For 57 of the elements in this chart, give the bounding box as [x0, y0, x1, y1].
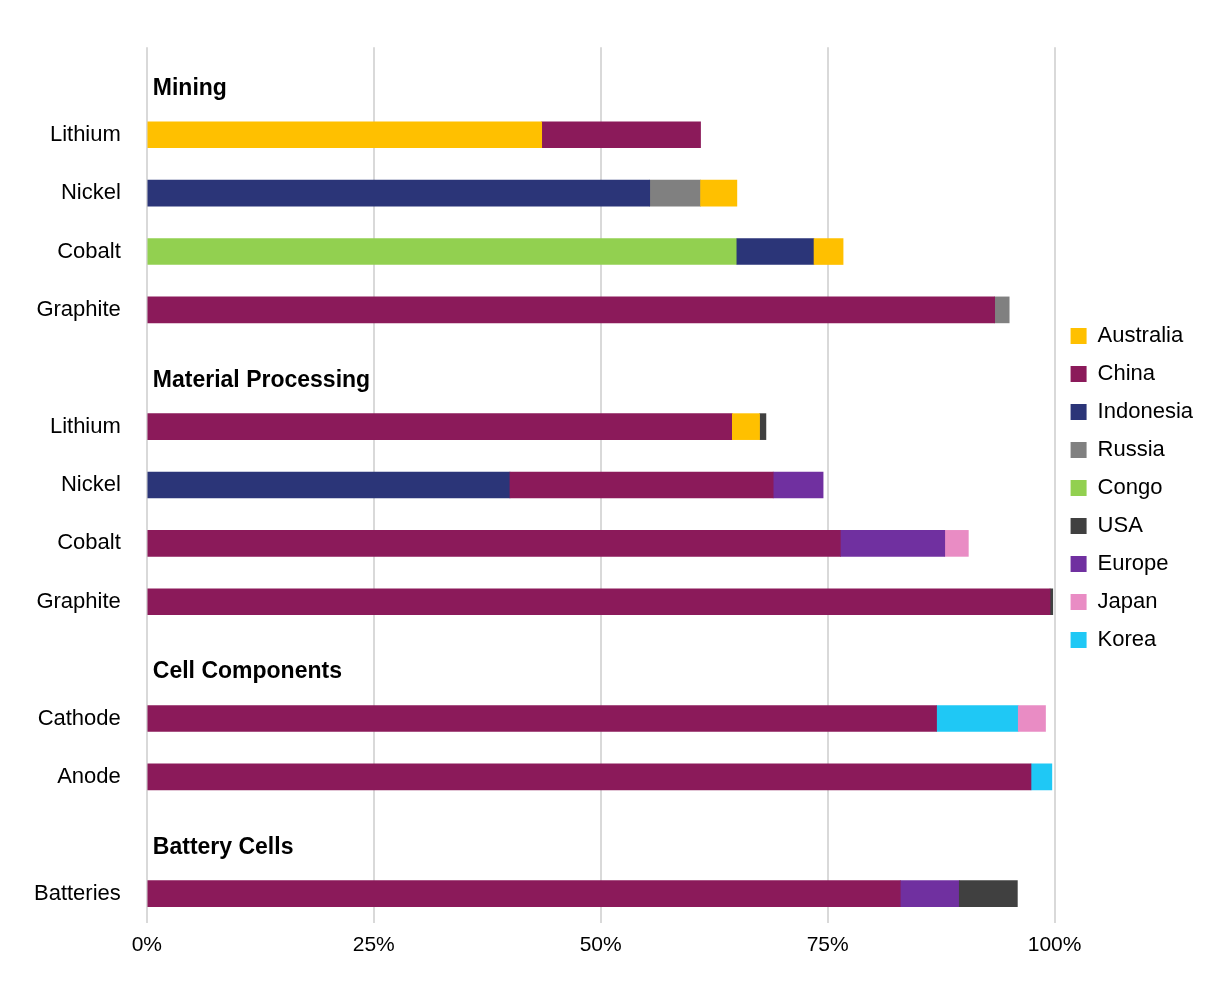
annotation: Mining [152, 73, 227, 100]
bar [936, 705, 1019, 732]
y-tick-label: Lithium [49, 412, 121, 438]
y-tick-label: Cobalt [57, 529, 121, 555]
bar [813, 238, 844, 265]
legend-label: Europe [1097, 550, 1169, 576]
bar [772, 471, 824, 499]
bar [147, 471, 511, 499]
bar [147, 296, 996, 324]
legend-label: Congo [1097, 474, 1163, 500]
y-tick-label: Anode [57, 762, 121, 788]
bar [147, 413, 733, 440]
y-tick-label: Nickel [60, 179, 121, 205]
y-tick-label: Cathode [37, 704, 121, 730]
legend-label: Russia [1097, 436, 1166, 462]
legend-label: Indonesia [1097, 398, 1194, 424]
y-tick-label: Cobalt [57, 237, 121, 263]
x-tick-label: 75% [806, 932, 849, 956]
bar [958, 880, 1018, 907]
bar [649, 179, 701, 207]
annotation: Battery Cells [152, 832, 294, 859]
y-tick-label: Lithium [49, 120, 121, 146]
bar [147, 121, 543, 149]
legend-label: Japan [1097, 588, 1158, 614]
bar [732, 413, 760, 440]
bar [840, 530, 946, 557]
y-tick-label: Graphite [36, 295, 121, 321]
bar [509, 471, 774, 499]
bar [736, 238, 815, 265]
annotation: Material Processing [152, 365, 371, 392]
bar [899, 880, 960, 907]
bar [700, 179, 738, 207]
legend-label: Korea [1097, 626, 1158, 652]
legend-label: China [1097, 360, 1156, 386]
bar [147, 588, 1051, 616]
bar [147, 880, 901, 907]
bar [1017, 705, 1046, 732]
x-tick-label: 50% [579, 932, 622, 956]
bar [147, 763, 1032, 791]
bar [147, 530, 841, 557]
bar [994, 296, 1010, 324]
y-tick-label: Nickel [60, 471, 121, 497]
bar [147, 238, 738, 265]
annotation: Cell Components [152, 657, 342, 684]
bar [147, 705, 937, 732]
bar [944, 530, 969, 557]
x-tick-label: 0% [131, 932, 162, 956]
y-tick-label: Graphite [36, 587, 121, 613]
x-tick-label: 100% [1027, 932, 1082, 956]
legend-label: Australia [1097, 322, 1184, 348]
bar [1049, 588, 1054, 616]
bar [147, 179, 651, 207]
y-tick-label: Batteries [33, 879, 121, 905]
x-tick-label: 25% [352, 932, 395, 956]
bar [541, 121, 701, 149]
legend-label: USA [1097, 512, 1144, 538]
bar [1030, 763, 1053, 791]
